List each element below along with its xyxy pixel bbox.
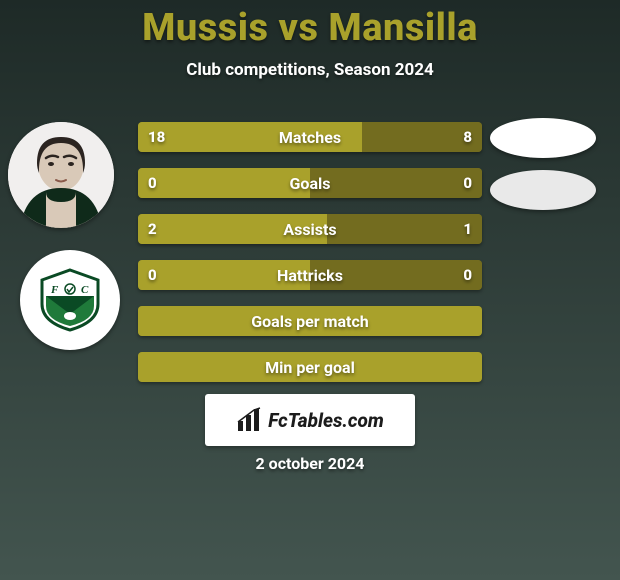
stat-fill-left <box>138 352 482 382</box>
stat-row: Hattricks00 <box>138 260 482 290</box>
stat-row: Goals per match <box>138 306 482 336</box>
stat-fill-left <box>138 214 327 244</box>
stat-bar: Assists21 <box>138 214 482 244</box>
subtitle: Club competitions, Season 2024 <box>0 60 620 80</box>
stat-bar: Goals per match <box>138 306 482 336</box>
date-text: 2 october 2024 <box>0 454 620 473</box>
stat-fill-right <box>310 260 482 290</box>
stat-fill-left <box>138 122 362 152</box>
stat-row: Goals00 <box>138 168 482 198</box>
stat-bar: Min per goal <box>138 352 482 382</box>
team-crest-icon: F C <box>36 266 104 334</box>
player1-team-badge: F C <box>20 250 120 350</box>
stat-fill-left <box>138 168 310 198</box>
title-vs: vs <box>279 6 319 50</box>
player1-avatar <box>8 122 114 228</box>
bars-icon <box>236 407 262 433</box>
source-chip-text: FcTables.com <box>268 409 384 432</box>
content: Mussis vs Mansilla Club competitions, Se… <box>0 0 620 580</box>
stat-bar: Matches188 <box>138 122 482 152</box>
person-icon <box>8 122 114 228</box>
player2-avatar <box>490 118 596 158</box>
svg-text:F: F <box>50 284 59 296</box>
stat-bar: Goals00 <box>138 168 482 198</box>
stat-bar: Hattricks00 <box>138 260 482 290</box>
stat-row: Matches188 <box>138 122 482 152</box>
stat-row: Assists21 <box>138 214 482 244</box>
stat-fill-right <box>362 122 482 152</box>
stat-fill-left <box>138 260 310 290</box>
stat-row: Min per goal <box>138 352 482 382</box>
source-chip: FcTables.com <box>205 394 415 446</box>
title-player1: Mussis <box>142 6 268 50</box>
player2-team-badge <box>490 170 596 210</box>
page-title: Mussis vs Mansilla <box>0 6 620 50</box>
stat-fill-left <box>138 306 482 336</box>
stat-fill-right <box>327 214 482 244</box>
stat-fill-right <box>310 168 482 198</box>
title-player2: Mansilla <box>328 6 477 50</box>
svg-text:C: C <box>81 284 89 296</box>
